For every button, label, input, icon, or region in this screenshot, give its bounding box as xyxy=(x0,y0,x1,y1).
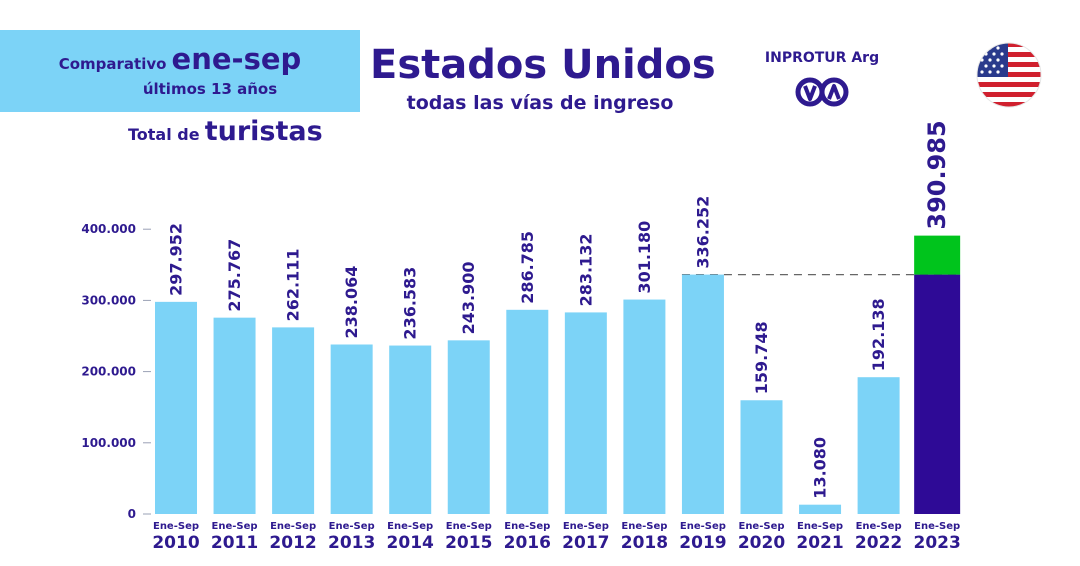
bar xyxy=(799,504,842,514)
data-label: 236.583 xyxy=(401,267,420,340)
bar xyxy=(681,274,724,514)
x-period-label: Ene-Sep xyxy=(387,521,433,532)
y-tick-label: 300.000 xyxy=(81,293,136,307)
x-period-label: Ene-Sep xyxy=(446,521,492,532)
x-period-label: Ene-Sep xyxy=(797,521,843,532)
x-period-label: Ene-Sep xyxy=(270,521,316,532)
x-tick-label: 2017 xyxy=(562,533,609,553)
years-label: últimos 13 años xyxy=(142,80,278,98)
y-tick-label: 400.000 xyxy=(81,222,136,236)
data-label: 262.111 xyxy=(284,249,303,322)
data-label: 192.138 xyxy=(869,298,888,371)
data-label: 286.785 xyxy=(518,231,537,304)
data-label: 301.180 xyxy=(635,221,654,294)
brand-name: INPROTUR Arg xyxy=(764,50,880,66)
data-label: 297.952 xyxy=(167,223,186,296)
x-tick-label: 2011 xyxy=(211,533,258,553)
x-period-label: Ene-Sep xyxy=(738,521,784,532)
period-label: ene-sep xyxy=(171,42,302,76)
data-label: 283.132 xyxy=(576,234,595,307)
bar xyxy=(155,301,197,514)
x-period-label: Ene-Sep xyxy=(914,521,960,532)
x-tick-label: 2016 xyxy=(504,533,551,553)
y-tick-label: 100.000 xyxy=(81,436,136,450)
x-period-label: Ene-Sep xyxy=(621,521,667,532)
x-period-label: Ene-Sep xyxy=(329,521,375,532)
x-tick-label: 2020 xyxy=(738,533,785,553)
x-period-label: Ene-Sep xyxy=(153,521,199,532)
total-big-label: turistas xyxy=(204,116,323,147)
bar xyxy=(564,312,607,514)
bar xyxy=(506,309,549,514)
comparativo-line: Comparativo ene-sep xyxy=(0,42,360,76)
bar xyxy=(857,377,900,514)
x-tick-label: 2018 xyxy=(621,533,668,553)
x-tick-label: 2021 xyxy=(796,533,843,553)
x-tick-label: 2023 xyxy=(913,533,960,553)
bar-2023-base xyxy=(914,274,961,514)
x-tick-label: 2015 xyxy=(445,533,492,553)
data-label: 13.080 xyxy=(811,437,830,499)
comparativo-label: Comparativo xyxy=(58,55,167,73)
data-label: 159.748 xyxy=(752,321,771,394)
x-tick-label: 2014 xyxy=(387,533,434,553)
x-period-label: Ene-Sep xyxy=(856,521,902,532)
bar xyxy=(740,400,783,514)
x-period-label: Ene-Sep xyxy=(212,521,258,532)
usa-flag-icon xyxy=(976,42,1042,108)
bar xyxy=(623,299,666,514)
page-title: Estados Unidos xyxy=(370,42,716,88)
data-label: 390.985 xyxy=(923,120,951,229)
data-label: 336.252 xyxy=(693,196,712,269)
x-tick-label: 2022 xyxy=(855,533,902,553)
header-box xyxy=(0,30,360,112)
page-subtitle: todas las vías de ingreso xyxy=(406,92,674,114)
y-tick-label: 0 xyxy=(128,507,136,521)
x-tick-label: 2010 xyxy=(152,533,199,553)
x-period-label: Ene-Sep xyxy=(504,521,550,532)
bar-2023-growth xyxy=(914,235,961,275)
bar xyxy=(330,344,373,514)
bar xyxy=(213,317,256,514)
inprotur-logo-icon xyxy=(795,77,849,107)
data-label: 275.767 xyxy=(225,239,244,312)
y-tick-label: 200.000 xyxy=(81,365,136,379)
total-line: Total de turistas xyxy=(128,116,323,147)
x-tick-label: 2012 xyxy=(269,533,316,553)
total-small-label: Total de xyxy=(128,125,200,144)
x-tick-label: 2019 xyxy=(679,533,726,553)
data-label: 238.064 xyxy=(342,266,361,339)
bar xyxy=(272,327,315,514)
bar xyxy=(447,340,490,514)
bar xyxy=(389,345,432,514)
x-period-label: Ene-Sep xyxy=(680,521,726,532)
x-tick-label: 2013 xyxy=(328,533,375,553)
x-period-label: Ene-Sep xyxy=(563,521,609,532)
data-label: 243.900 xyxy=(459,261,478,334)
